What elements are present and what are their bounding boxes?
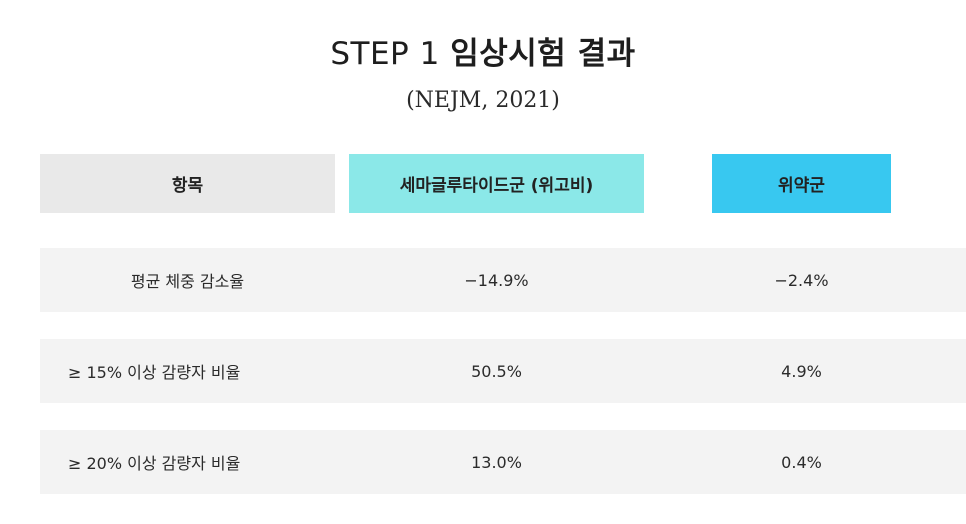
- column-header-placebo: 위약군: [712, 154, 891, 213]
- table-row: ≥ 15% 이상 감량자 비율 50.5% 4.9%: [40, 339, 966, 403]
- placebo-value: −2.4%: [774, 270, 829, 290]
- column-header-semaglutide: 세마글루타이드군 (위고비): [349, 154, 644, 213]
- placebo-value: 0.4%: [781, 452, 822, 472]
- page-title: STEP 1 임상시험 결과: [0, 28, 966, 73]
- semaglutide-value: −14.9%: [464, 270, 529, 290]
- column-header-item: 항목: [40, 154, 335, 213]
- semaglutide-value: 50.5%: [471, 361, 522, 381]
- table-row: 평균 체중 감소율 −14.9% −2.4%: [40, 248, 966, 312]
- table-row: ≥ 20% 이상 감량자 비율 13.0% 0.4%: [40, 430, 966, 494]
- title-prefix: STEP 1: [330, 36, 440, 72]
- semaglutide-value: 13.0%: [471, 452, 522, 472]
- page-subtitle: (NEJM, 2021): [406, 88, 560, 113]
- placebo-value: 4.9%: [781, 361, 822, 381]
- title-main: 임상시험 결과: [450, 36, 636, 72]
- row-label: ≥ 20% 이상 감량자 비율: [68, 454, 241, 473]
- row-label: 평균 체중 감소율: [130, 272, 245, 291]
- row-label: ≥ 15% 이상 감량자 비율: [68, 363, 241, 382]
